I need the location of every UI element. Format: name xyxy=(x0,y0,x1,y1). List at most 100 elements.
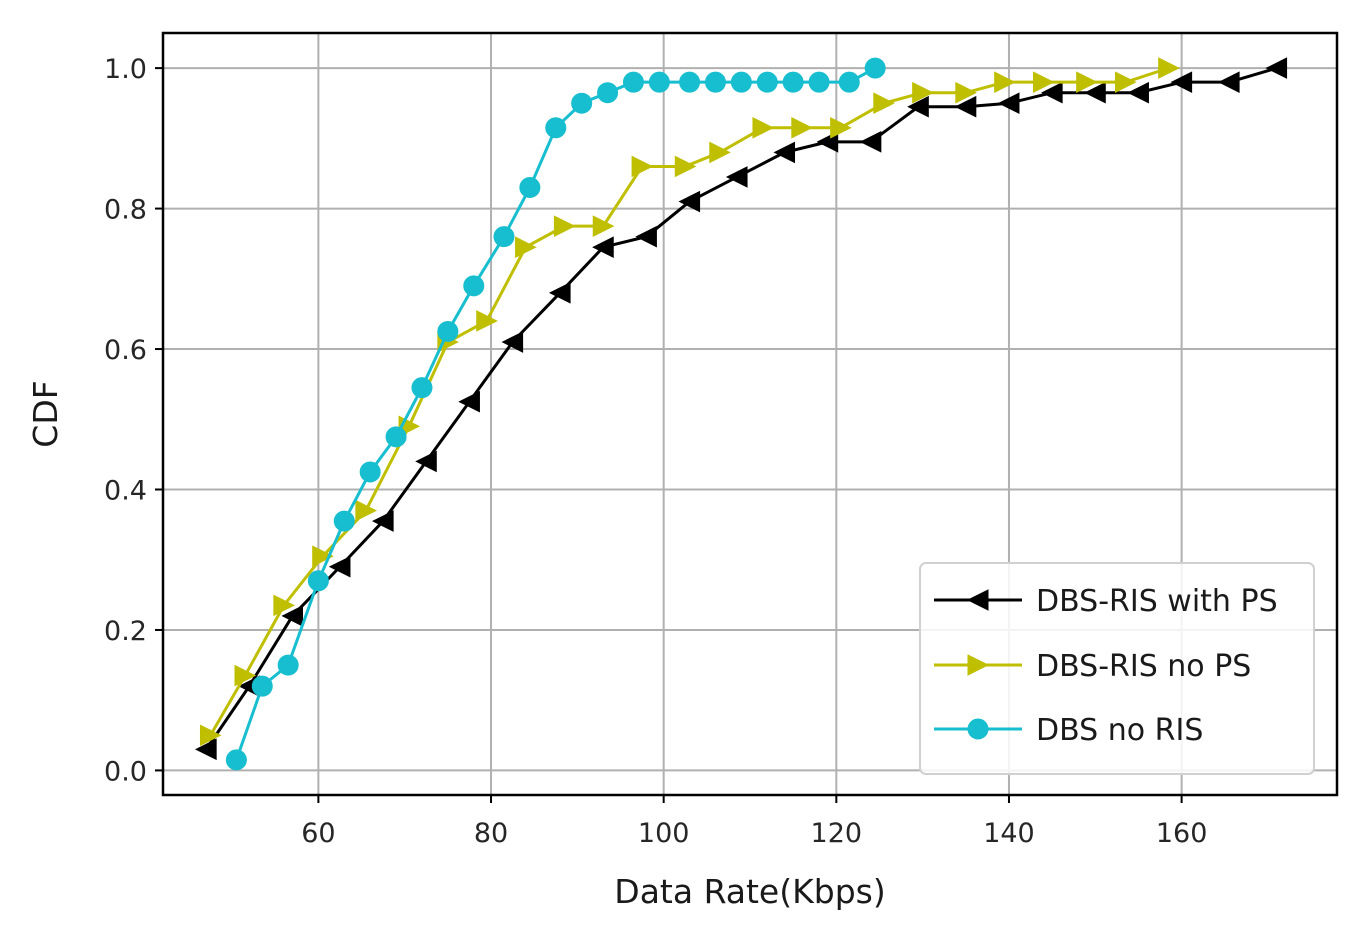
data-point xyxy=(859,131,882,153)
y-tick-label: 0.2 xyxy=(104,616,147,647)
data-point xyxy=(1084,81,1106,104)
data-point xyxy=(830,117,852,139)
data-point xyxy=(674,155,697,178)
data-point xyxy=(631,155,654,178)
data-point xyxy=(1115,71,1137,93)
y-tick-label: 0.8 xyxy=(104,195,147,226)
data-point xyxy=(501,331,524,353)
data-point xyxy=(515,236,537,259)
legend-entry-2: DBS-RIS no PS xyxy=(934,649,1251,684)
data-point xyxy=(782,71,804,93)
data-point xyxy=(195,738,217,761)
data-point xyxy=(791,117,813,139)
legend-entry-1: DBS-RIS with PS xyxy=(934,584,1278,619)
data-point xyxy=(773,141,796,164)
x-tick-label: 160 xyxy=(1156,818,1208,849)
data-point xyxy=(756,71,778,93)
data-point xyxy=(251,675,273,697)
data-point xyxy=(955,81,977,104)
data-point xyxy=(994,71,1016,93)
data-point xyxy=(411,377,433,399)
data-point xyxy=(437,320,459,342)
data-point xyxy=(622,71,644,93)
data-point xyxy=(635,225,657,248)
data-point xyxy=(725,166,748,188)
plot-frame xyxy=(161,31,1339,797)
legend-label: DBS-RIS with PS xyxy=(1036,584,1278,619)
series-2 xyxy=(199,57,1180,747)
x-tick-label: 140 xyxy=(983,818,1035,849)
y-axis-label: CDF xyxy=(26,380,65,447)
data-point xyxy=(1041,81,1063,104)
data-point xyxy=(730,71,752,93)
data-point xyxy=(225,749,247,771)
data-point xyxy=(873,92,895,115)
data-point xyxy=(1217,71,1240,93)
legend-marker xyxy=(967,654,990,676)
data-point xyxy=(912,81,934,104)
data-point xyxy=(571,92,593,114)
legend-box xyxy=(919,562,1315,775)
data-point xyxy=(458,390,480,413)
data-point xyxy=(476,310,498,332)
data-point xyxy=(553,215,576,237)
data-point xyxy=(277,654,299,676)
x-tick-label: 80 xyxy=(474,818,508,849)
ticks: 60 80 100 120 140 160 0.0 0.2 0.4 0.6 0.8 1.0 xyxy=(104,54,1207,849)
data-point xyxy=(307,570,329,592)
data-point xyxy=(415,450,437,473)
legend-label: DBS no RIS xyxy=(1036,713,1203,748)
data-point xyxy=(907,95,929,118)
legend-marker xyxy=(966,589,989,611)
legend-label: DBS-RIS no PS xyxy=(1036,649,1251,684)
data-point xyxy=(838,71,860,93)
data-point xyxy=(678,190,701,213)
data-point xyxy=(355,499,377,522)
data-point xyxy=(385,426,407,448)
data-point xyxy=(1033,71,1055,93)
data-point xyxy=(273,594,295,617)
data-point xyxy=(463,275,485,297)
y-tick-label: 0.0 xyxy=(104,756,147,787)
x-tick-label: 100 xyxy=(638,818,690,849)
legend-marker xyxy=(967,718,989,740)
data-point xyxy=(752,117,775,139)
data-point xyxy=(519,177,541,199)
x-tick-label: 60 xyxy=(301,818,335,849)
data-point xyxy=(808,71,830,93)
data-point xyxy=(864,57,886,79)
data-point xyxy=(372,510,394,532)
x-axis-label: Data Rate(Kbps) xyxy=(614,872,885,911)
data-point xyxy=(704,71,726,93)
x-tick-label: 120 xyxy=(811,818,863,849)
data-point xyxy=(199,724,222,747)
data-point xyxy=(359,461,381,483)
data-point xyxy=(954,95,977,118)
y-tick-label: 0.4 xyxy=(104,475,147,506)
legend-entry-3: DBS no RIS xyxy=(934,713,1203,748)
data-point xyxy=(1076,71,1098,93)
data-point xyxy=(709,141,731,164)
data-point xyxy=(333,510,355,532)
data-point xyxy=(234,664,257,687)
y-tick-label: 0.6 xyxy=(104,335,147,366)
data-point xyxy=(545,117,567,139)
data-point xyxy=(997,92,1020,115)
series-3 xyxy=(225,57,886,771)
data-point xyxy=(1170,71,1193,93)
series-layer xyxy=(195,57,1288,771)
data-point xyxy=(679,71,701,93)
data-point xyxy=(548,282,571,304)
y-tick-label: 1.0 xyxy=(104,54,147,85)
data-point xyxy=(592,236,614,259)
data-point xyxy=(328,555,351,578)
data-point xyxy=(597,82,619,104)
data-point xyxy=(1127,81,1149,104)
data-point xyxy=(312,545,334,568)
data-point xyxy=(1158,57,1180,79)
data-point xyxy=(1265,57,1288,79)
legend: DBS-RIS with PS DBS-RIS no PS DBS no RIS xyxy=(919,562,1315,775)
data-point xyxy=(592,215,615,237)
data-point xyxy=(493,226,515,248)
